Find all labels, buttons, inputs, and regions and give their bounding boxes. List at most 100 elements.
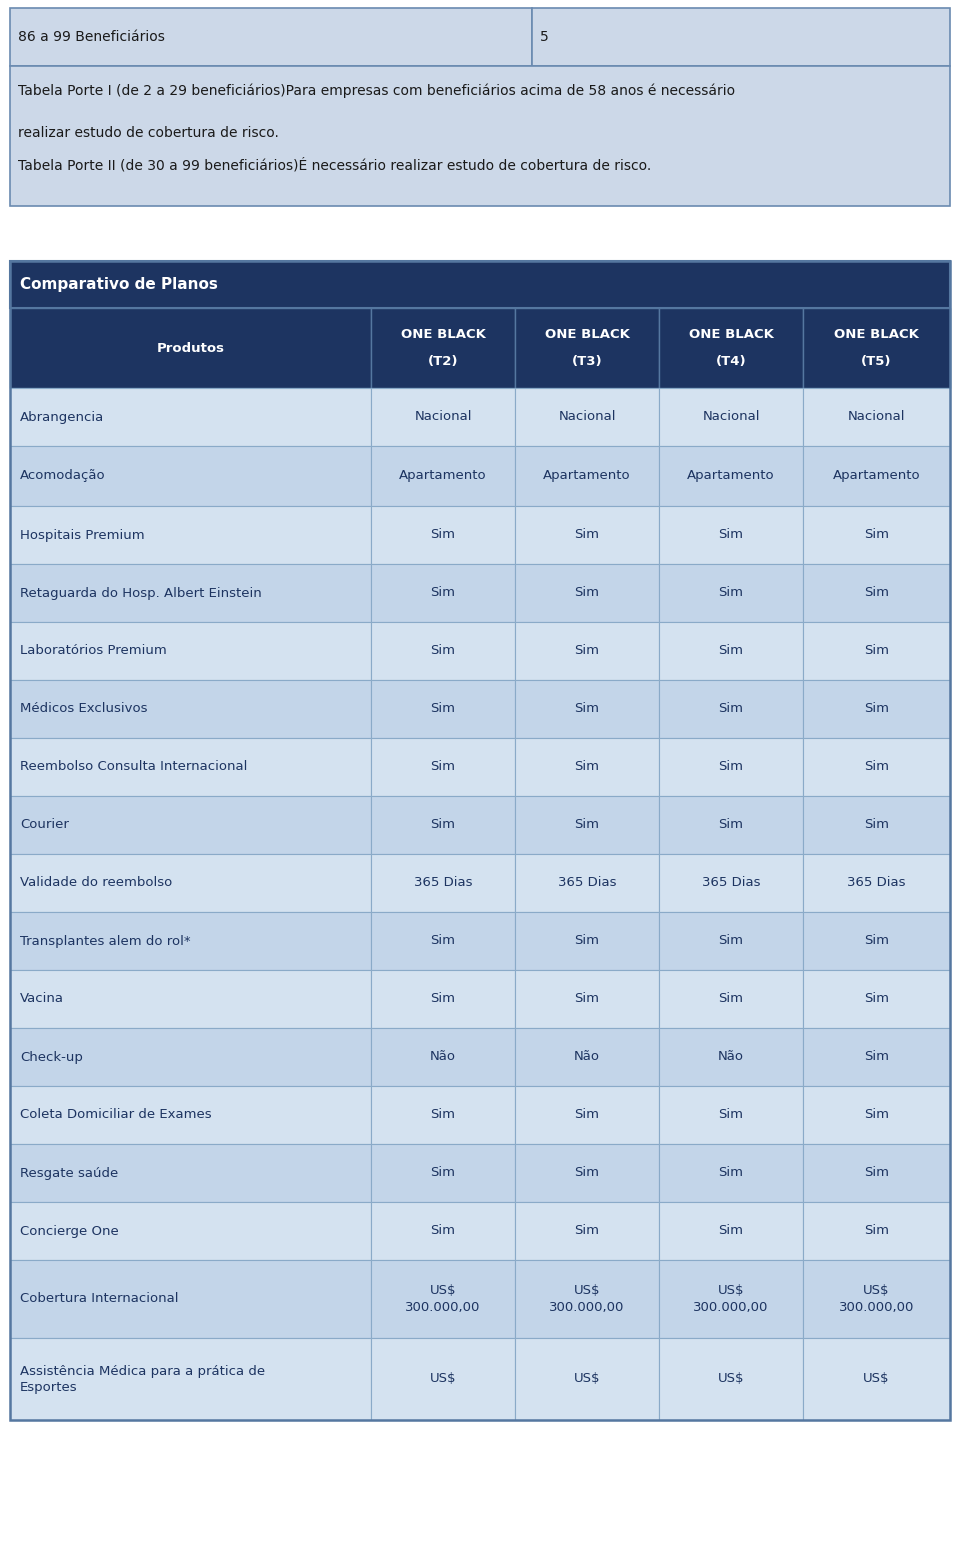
Text: Reembolso Consulta Internacional: Reembolso Consulta Internacional	[20, 760, 248, 774]
Text: ONE BLACK: ONE BLACK	[688, 328, 774, 340]
Bar	[532, 8, 950, 65]
Bar	[10, 970, 371, 1029]
Text: Sim: Sim	[718, 934, 743, 948]
Text: 365 Dias: 365 Dias	[848, 876, 905, 889]
Bar	[515, 1260, 659, 1338]
Bar	[515, 855, 659, 912]
Bar	[515, 1086, 659, 1144]
Text: (T3): (T3)	[572, 356, 602, 368]
Bar	[803, 507, 950, 564]
Bar	[803, 388, 950, 446]
Bar	[10, 65, 950, 207]
Bar	[10, 1201, 371, 1260]
Text: Sim: Sim	[430, 1167, 455, 1179]
Text: Sim: Sim	[718, 1108, 743, 1122]
Bar	[659, 446, 803, 507]
Text: Sim: Sim	[864, 934, 889, 948]
Text: 300.000,00: 300.000,00	[549, 1301, 625, 1313]
Text: 365 Dias: 365 Dias	[702, 876, 760, 889]
Text: Produtos: Produtos	[156, 342, 225, 354]
Text: Sim: Sim	[430, 934, 455, 948]
Text: US$: US$	[430, 1285, 456, 1298]
Bar	[371, 738, 515, 796]
Text: ONE BLACK: ONE BLACK	[834, 328, 919, 340]
Text: Sim: Sim	[718, 993, 743, 1005]
Bar	[515, 1201, 659, 1260]
Text: Vacina: Vacina	[20, 993, 64, 1005]
Text: Tabela Porte II (de 30 a 99 beneficiários)É necessário realizar estudo de cobert: Tabela Porte II (de 30 a 99 beneficiário…	[18, 159, 651, 172]
Bar	[515, 738, 659, 796]
Text: Não: Não	[430, 1051, 456, 1063]
Text: 86 a 99 Beneficiários: 86 a 99 Beneficiários	[18, 30, 165, 44]
Bar	[515, 1144, 659, 1201]
Text: Sim: Sim	[430, 1225, 455, 1237]
Text: Hospitais Premium: Hospitais Premium	[20, 528, 145, 541]
Bar	[371, 681, 515, 738]
Bar	[10, 855, 371, 912]
Bar	[371, 622, 515, 681]
Text: Sim: Sim	[864, 645, 889, 657]
Text: Sim: Sim	[574, 1225, 599, 1237]
Bar	[10, 446, 371, 507]
Bar	[10, 1086, 371, 1144]
Text: Nacional: Nacional	[415, 410, 471, 424]
Text: US$: US$	[718, 1372, 744, 1386]
Bar	[659, 855, 803, 912]
Text: (T2): (T2)	[428, 356, 458, 368]
Bar	[371, 308, 515, 388]
Bar	[10, 1260, 371, 1338]
Text: Sim: Sim	[430, 993, 455, 1005]
Text: US$: US$	[863, 1285, 890, 1298]
Bar	[803, 912, 950, 970]
Bar	[659, 1086, 803, 1144]
Bar	[803, 308, 950, 388]
Bar	[659, 681, 803, 738]
Text: Sim: Sim	[718, 1225, 743, 1237]
Text: Cobertura Internacional: Cobertura Internacional	[20, 1293, 179, 1305]
Bar	[515, 681, 659, 738]
Bar	[659, 564, 803, 622]
Bar	[10, 388, 371, 446]
Bar	[803, 738, 950, 796]
Bar	[515, 912, 659, 970]
Text: ONE BLACK: ONE BLACK	[400, 328, 486, 340]
Text: Courier: Courier	[20, 819, 69, 831]
Bar	[10, 912, 371, 970]
Bar	[515, 1029, 659, 1086]
Text: Nacional: Nacional	[559, 410, 615, 424]
Bar	[10, 1144, 371, 1201]
Bar	[10, 564, 371, 622]
Bar	[371, 1029, 515, 1086]
Text: Sim: Sim	[430, 760, 455, 774]
Text: Sim: Sim	[864, 993, 889, 1005]
Text: Sim: Sim	[864, 760, 889, 774]
Text: Sim: Sim	[574, 1108, 599, 1122]
Bar	[371, 796, 515, 855]
Bar	[10, 1338, 371, 1420]
Text: 300.000,00: 300.000,00	[693, 1301, 769, 1313]
Bar	[10, 622, 371, 681]
Text: Acomodação: Acomodação	[20, 469, 106, 482]
Bar	[371, 1338, 515, 1420]
Bar	[371, 1260, 515, 1338]
Text: Sim: Sim	[430, 1108, 455, 1122]
Bar	[803, 1029, 950, 1086]
Text: Sim: Sim	[718, 528, 743, 541]
Bar	[515, 446, 659, 507]
Text: Sim: Sim	[574, 760, 599, 774]
Bar	[659, 1338, 803, 1420]
Text: Apartamento: Apartamento	[399, 469, 487, 482]
Text: US$: US$	[574, 1372, 600, 1386]
Text: US$: US$	[718, 1285, 744, 1298]
Text: Check-up: Check-up	[20, 1051, 83, 1063]
Text: US$: US$	[863, 1372, 890, 1386]
Text: Sim: Sim	[430, 528, 455, 541]
Text: Não: Não	[574, 1051, 600, 1063]
Text: US$: US$	[574, 1285, 600, 1298]
Bar	[659, 1144, 803, 1201]
Bar	[659, 1029, 803, 1086]
Text: Sim: Sim	[430, 645, 455, 657]
Bar	[659, 388, 803, 446]
Bar	[515, 564, 659, 622]
Text: Sim: Sim	[864, 1051, 889, 1063]
